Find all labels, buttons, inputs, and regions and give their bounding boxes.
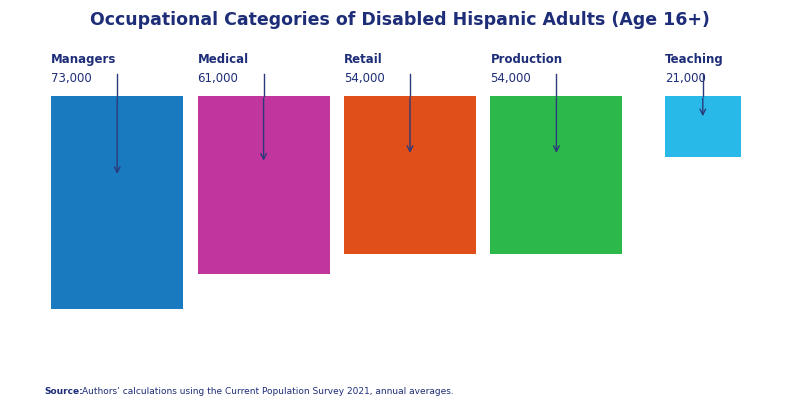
Bar: [344, 96, 476, 254]
Bar: [51, 96, 183, 309]
Text: Production: Production: [490, 53, 562, 66]
Bar: [490, 96, 622, 254]
Text: Retail: Retail: [344, 53, 382, 66]
Text: Authors’ calculations using the Current Population Survey 2021, annual averages.: Authors’ calculations using the Current …: [82, 387, 454, 396]
Text: Source:: Source:: [44, 387, 82, 396]
Text: Occupational Categories of Disabled Hispanic Adults (Age 16+): Occupational Categories of Disabled Hisp…: [90, 11, 710, 29]
Text: 61,000: 61,000: [198, 72, 238, 85]
Text: 54,000: 54,000: [344, 72, 385, 85]
Text: Teaching: Teaching: [665, 53, 723, 66]
Text: 54,000: 54,000: [490, 72, 531, 85]
Bar: [198, 96, 330, 274]
Text: Managers: Managers: [51, 53, 117, 66]
Text: Medical: Medical: [198, 53, 249, 66]
Bar: [665, 96, 741, 157]
Text: 73,000: 73,000: [51, 72, 92, 85]
Text: 21,000: 21,000: [665, 72, 706, 85]
